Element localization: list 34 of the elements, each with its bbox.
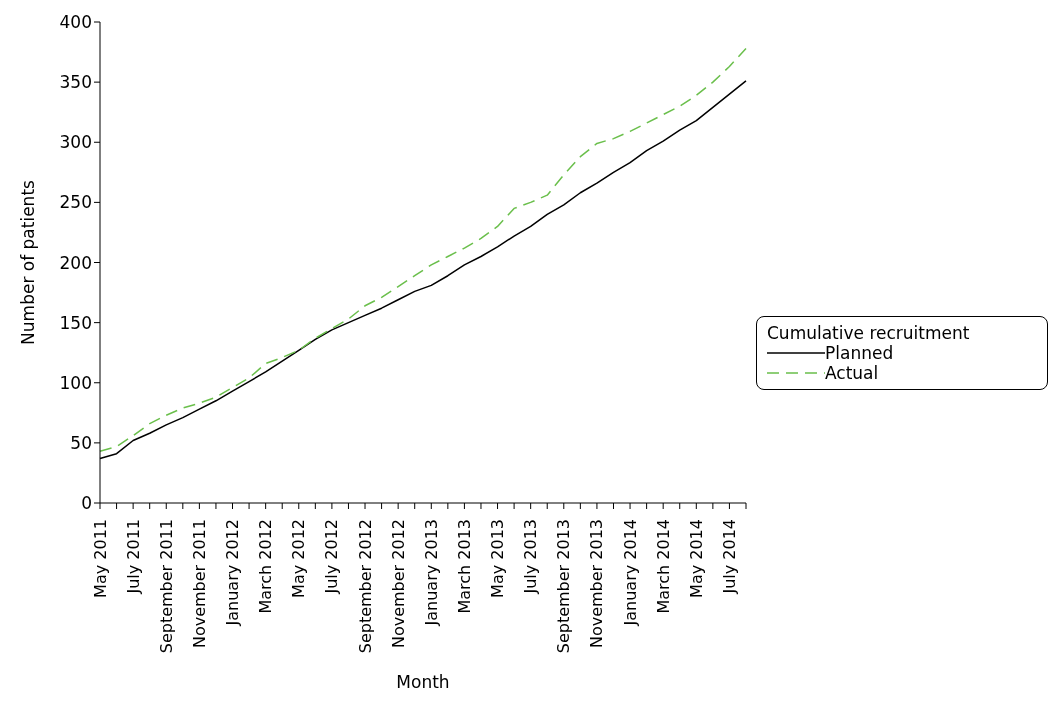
x-tick-label: July 2011 — [123, 519, 143, 595]
x-tick-label: January 2014 — [620, 519, 640, 627]
x-tick-label: March 2013 — [454, 519, 474, 614]
y-tick-label: 350 — [59, 72, 92, 93]
legend-label: Actual — [825, 363, 879, 383]
x-tick-label: September 2011 — [156, 519, 176, 654]
x-tick-label: July 2012 — [322, 519, 342, 595]
x-tick-label: September 2012 — [355, 519, 375, 654]
y-tick-label: 300 — [59, 132, 92, 153]
x-tick-label: November 2013 — [587, 519, 607, 649]
y-tick-label: 0 — [81, 493, 92, 514]
x-tick-label: March 2012 — [256, 519, 276, 614]
x-tick-label: November 2012 — [388, 519, 408, 649]
y-tick-label: 200 — [59, 252, 92, 273]
legend-label: Planned — [825, 343, 894, 363]
x-tick-label: September 2013 — [554, 519, 574, 654]
x-tick-label: November 2011 — [189, 519, 209, 649]
x-tick-label: July 2014 — [719, 519, 739, 595]
x-tick-label: May 2014 — [686, 519, 706, 598]
x-tick-label: May 2011 — [90, 519, 110, 598]
x-tick-label: January 2013 — [421, 519, 441, 627]
x-tick-label: July 2013 — [521, 519, 541, 595]
y-tick-label: 100 — [59, 372, 92, 393]
legend-title: Cumulative recruitment — [767, 323, 971, 343]
y-tick-label: 150 — [59, 312, 92, 333]
y-tick-label: 400 — [59, 12, 92, 33]
x-tick-label: January 2012 — [223, 519, 243, 627]
x-tick-label: May 2012 — [289, 519, 309, 598]
x-tick-label: May 2013 — [488, 519, 508, 598]
y-tick-label: 50 — [70, 432, 92, 453]
x-axis-title: Month — [396, 672, 450, 692]
y-axis-title: Number of patients — [18, 179, 39, 345]
y-tick-label: 250 — [59, 192, 92, 213]
x-tick-label: March 2014 — [653, 519, 673, 614]
